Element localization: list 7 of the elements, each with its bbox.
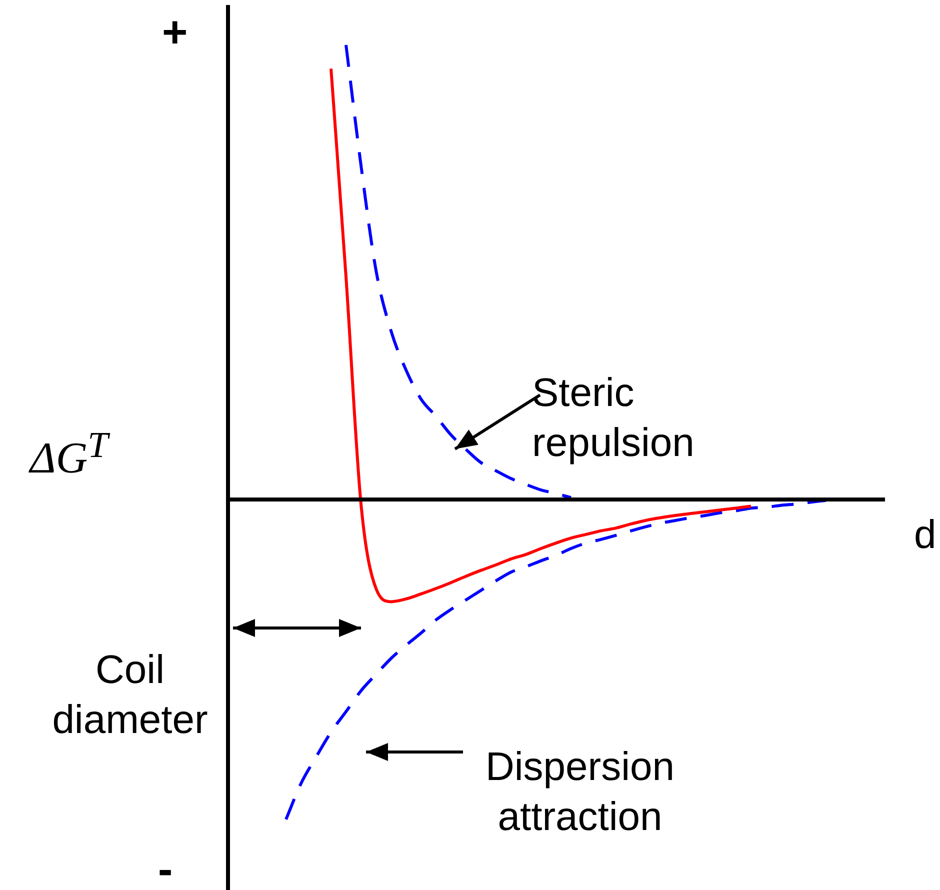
y-axis-title: ΔG$^{T}$: [30, 423, 108, 484]
text: +: [162, 8, 188, 58]
annotation: Steric repulsion: [532, 370, 696, 467]
x-axis-title: d: [914, 512, 936, 559]
text: -: [158, 845, 173, 890]
text: Coil diameter: [51, 647, 209, 744]
annotation: Dispersion attraction: [484, 744, 676, 841]
